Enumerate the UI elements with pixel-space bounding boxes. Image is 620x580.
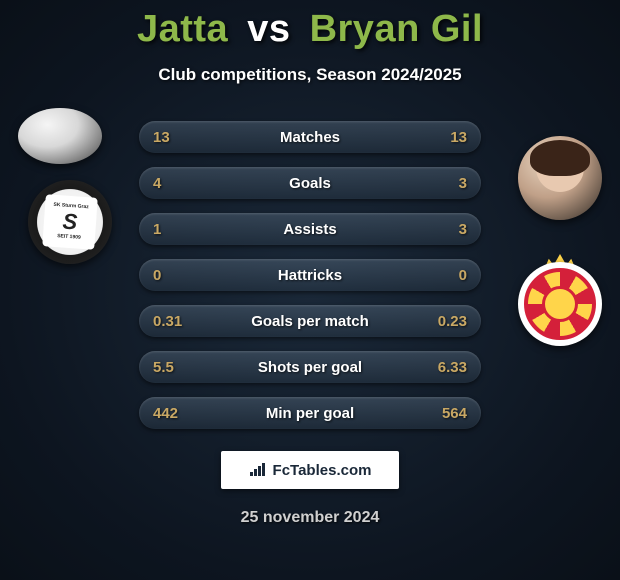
player2-club-crest [518,262,602,346]
stat-label: Goals [289,175,331,192]
player1-club-crest: SK Sturm Graz S SEIT 1909 [28,180,112,264]
player2-avatar [518,136,602,220]
stat-value-player1: 1 [153,221,197,238]
stat-row: 442 Min per goal 564 [139,397,481,429]
stat-row: 1 Assists 3 [139,213,481,245]
sturm-graz-crest-icon: SK Sturm Graz S SEIT 1909 [42,194,98,250]
stat-value-player1: 442 [153,405,197,422]
stat-value-player2: 6.33 [423,359,467,376]
comparison-title: Jatta vs Bryan Gil [0,0,620,51]
stat-value-player1: 0 [153,267,197,284]
stat-value-player1: 0.31 [153,313,197,330]
stat-row: 0 Hattricks 0 [139,259,481,291]
subtitle: Club competitions, Season 2024/2025 [0,65,620,85]
badge-text: FcTables.com [273,462,372,479]
stat-value-player2: 3 [423,175,467,192]
vs-separator: vs [247,8,290,50]
girona-crest-icon [524,268,596,340]
stat-label: Goals per match [251,313,369,330]
player1-name: Jatta [137,8,228,50]
stat-row: 5.5 Shots per goal 6.33 [139,351,481,383]
stat-value-player1: 13 [153,129,197,146]
chart-icon [249,463,267,477]
stat-value-player1: 5.5 [153,359,197,376]
player2-name: Bryan Gil [310,8,483,50]
stat-label: Hattricks [278,267,342,284]
source-badge: FcTables.com [0,451,620,489]
stat-label: Matches [280,129,340,146]
stat-row: 13 Matches 13 [139,121,481,153]
date-label: 25 november 2024 [0,509,620,527]
player1-avatar [18,108,102,164]
stat-value-player2: 3 [423,221,467,238]
stat-label: Shots per goal [258,359,362,376]
stat-label: Min per goal [266,405,354,422]
stat-value-player1: 4 [153,175,197,192]
stat-value-player2: 0 [423,267,467,284]
stat-value-player2: 564 [423,405,467,422]
stat-value-player2: 13 [423,129,467,146]
stat-row: 0.31 Goals per match 0.23 [139,305,481,337]
stat-value-player2: 0.23 [423,313,467,330]
stat-row: 4 Goals 3 [139,167,481,199]
stat-label: Assists [283,221,336,238]
